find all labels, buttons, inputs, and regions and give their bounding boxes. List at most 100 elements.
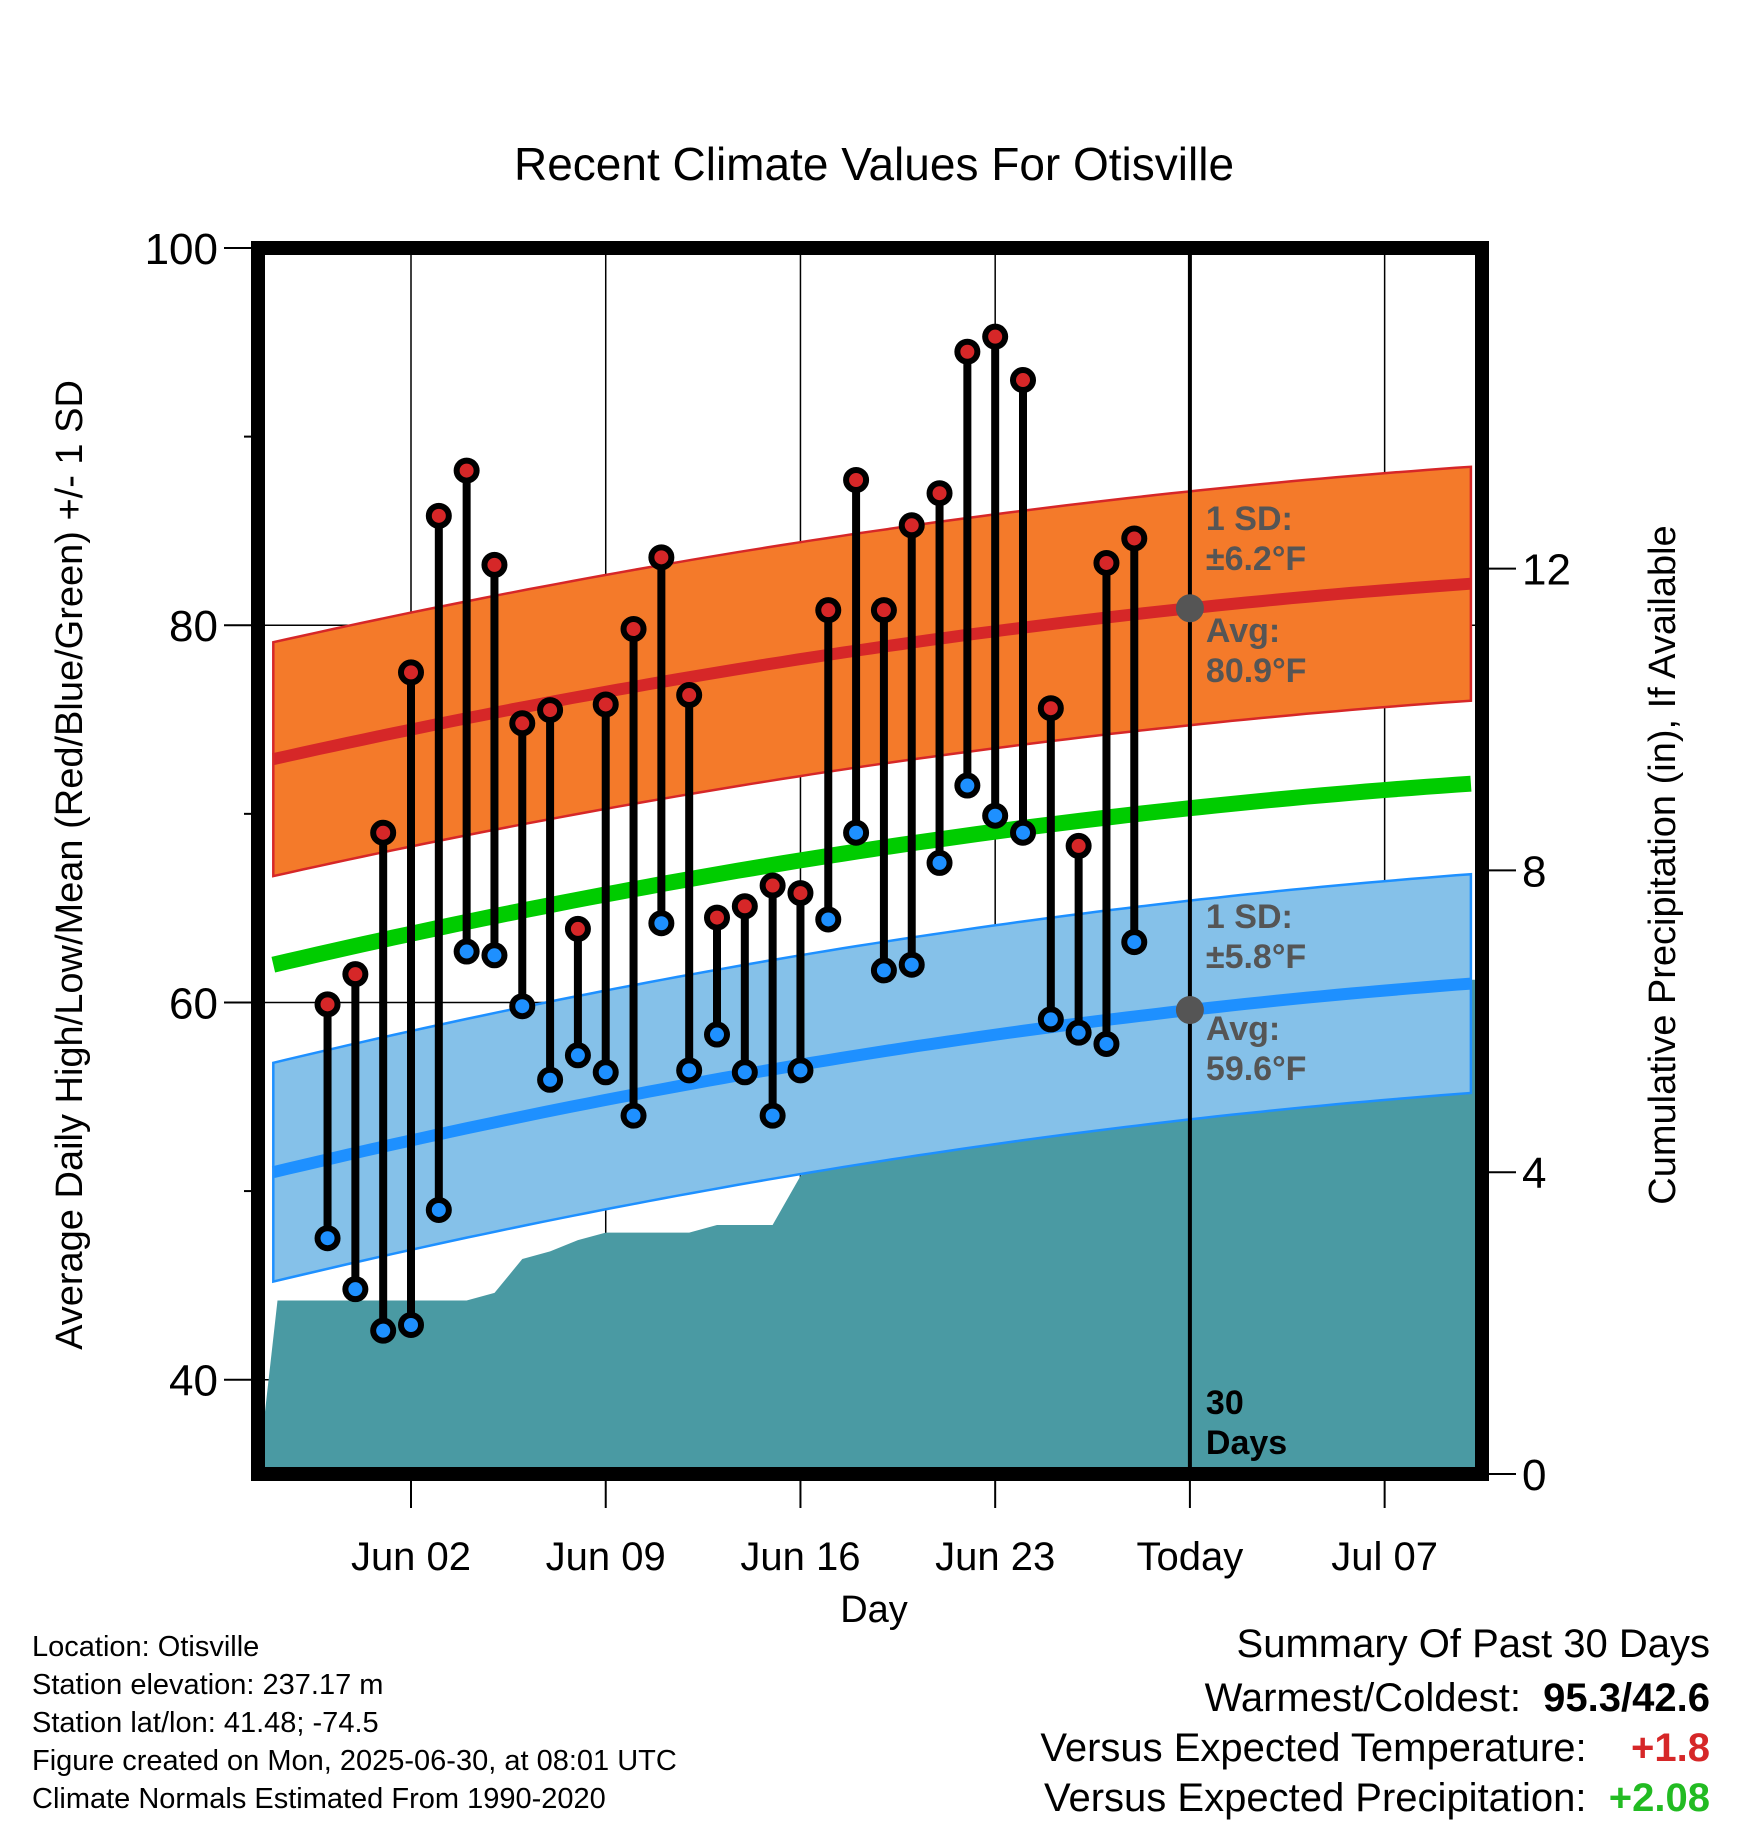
daily-low-point xyxy=(1121,929,1148,956)
normals-text: Climate Normals Estimated From 1990-2020 xyxy=(32,1783,606,1815)
days-annotation-line: 30 xyxy=(1206,1384,1244,1422)
daily-high-point xyxy=(1010,367,1036,394)
daily-low-point xyxy=(453,938,480,965)
daily-low-point xyxy=(676,1057,703,1084)
daily-high-point xyxy=(370,819,397,846)
high-sd-annotation: 1 SD: ±6.2°F xyxy=(1206,500,1306,578)
location-text: Location: Otisville xyxy=(32,1631,260,1663)
daily-low-point xyxy=(1037,1006,1064,1033)
high-sd-annotation-line: ±6.2°F xyxy=(1206,540,1306,578)
daily-low-point xyxy=(954,772,981,799)
summary-temp-row: Versus Expected Temperature: +1.8 xyxy=(1040,1726,1710,1771)
daily-high-point xyxy=(620,616,647,643)
temp-diff-label: Versus Expected Temperature: xyxy=(1040,1726,1587,1770)
y-tick-label: 40 xyxy=(169,1357,218,1406)
daily-high-point xyxy=(1121,525,1148,552)
elevation-text: Station elevation: 237.17 m xyxy=(32,1669,384,1701)
daily-low-point xyxy=(370,1317,397,1344)
daily-low-point xyxy=(731,1059,758,1086)
plot-frame xyxy=(251,241,1489,1481)
summary-heading: Summary Of Past 30 Days xyxy=(1236,1622,1710,1666)
daily-low-point xyxy=(1010,819,1036,846)
daily-low-point xyxy=(592,1059,619,1086)
x-tick-label: Jun 23 xyxy=(935,1535,1055,1579)
high-avg-annotation-line: Avg: xyxy=(1206,612,1280,650)
normal-mean-line xyxy=(271,775,1472,973)
daily-low-point xyxy=(815,906,842,933)
y2-tick-label: 0 xyxy=(1522,1451,1546,1500)
daily-high-point xyxy=(398,659,424,686)
daily-low-point xyxy=(1065,1019,1092,1046)
precip-diff-value: +2.08 xyxy=(1608,1776,1710,1820)
normal-low-line xyxy=(271,977,1472,1179)
x-tick-label: Jun 09 xyxy=(546,1535,666,1579)
chart-title: Recent Climate Values For Otisville xyxy=(514,138,1234,190)
daily-high-point xyxy=(453,457,480,484)
daily-high-point xyxy=(759,872,786,899)
daily-high-point xyxy=(564,915,591,942)
daily-low-point xyxy=(898,951,925,978)
summary-warmest-row: Warmest/Coldest: 95.3/42.6 xyxy=(1205,1676,1710,1721)
y2-tick-label: 4 xyxy=(1522,1149,1546,1198)
daily-low-point xyxy=(926,849,953,876)
today-low-avg-marker xyxy=(1175,996,1204,1025)
days-annotation: 30 Days xyxy=(1206,1384,1287,1462)
daily-high-point xyxy=(676,682,703,709)
daily-low-point xyxy=(759,1102,786,1129)
high-sd-annotation-line: 1 SD: xyxy=(1206,500,1293,538)
daily-high-point xyxy=(870,597,897,624)
daily-low-point xyxy=(1093,1030,1120,1057)
daily-high-point xyxy=(314,991,341,1018)
daily-high-point xyxy=(648,544,675,571)
y-tick-label: 80 xyxy=(169,602,218,651)
daily-low-point xyxy=(982,802,1009,829)
y-tick-label: 100 xyxy=(145,225,218,274)
daily-low-point xyxy=(564,1042,591,1069)
daily-high-point xyxy=(1093,549,1120,576)
today-high-avg-marker xyxy=(1175,594,1204,623)
low-sd-annotation-line: ±5.8°F xyxy=(1206,938,1306,976)
temp-diff-value: +1.8 xyxy=(1631,1726,1710,1770)
daily-high-point xyxy=(731,893,758,920)
low-avg-annotation-line: Avg: xyxy=(1206,1010,1280,1048)
y2-tick-label: 12 xyxy=(1522,546,1571,595)
daily-low-point xyxy=(314,1225,341,1252)
daily-low-point xyxy=(704,1021,730,1048)
low-sd-annotation: 1 SD: ±5.8°F xyxy=(1206,898,1306,976)
warmest-value: 95.3/42.6 xyxy=(1543,1676,1710,1720)
daily-low-point xyxy=(870,957,897,984)
y2-tick-label: 8 xyxy=(1522,847,1546,896)
daily-high-point xyxy=(425,502,452,529)
daily-high-point xyxy=(926,480,953,507)
daily-high-point xyxy=(509,710,536,737)
low-sd-annotation-line: 1 SD: xyxy=(1206,898,1293,936)
daily-low-point xyxy=(537,1066,564,1093)
daily-high-point xyxy=(982,323,1009,350)
daily-low-point xyxy=(648,910,675,937)
created-text: Figure created on Mon, 2025-06-30, at 08… xyxy=(32,1745,677,1777)
daily-high-point xyxy=(1037,695,1064,722)
high-avg-annotation: Avg: 80.9°F xyxy=(1206,612,1307,690)
daily-high-point xyxy=(592,691,619,718)
low-avg-annotation-line: 59.6°F xyxy=(1206,1050,1307,1088)
warmest-label: Warmest/Coldest: xyxy=(1204,1676,1521,1720)
daily-high-point xyxy=(954,338,981,365)
y2-axis-label: Cumulative Precipitation (in), If Availa… xyxy=(1642,525,1684,1204)
info-block: Location: Otisville Station elevation: 2… xyxy=(32,1628,677,1818)
low-sd-band xyxy=(272,872,1473,1284)
y-tick-label: 60 xyxy=(169,979,218,1028)
daily-low-point xyxy=(342,1276,369,1303)
high-avg-annotation-line: 80.9°F xyxy=(1206,652,1307,690)
latlon-text: Station lat/lon: 41.48; -74.5 xyxy=(32,1707,379,1739)
daily-low-point xyxy=(787,1057,814,1084)
x-tick-label: Jun 02 xyxy=(351,1535,471,1579)
daily-low-point xyxy=(509,993,536,1020)
x-tick-label: Today xyxy=(1137,1535,1244,1579)
low-avg-annotation: Avg: 59.6°F xyxy=(1206,1010,1307,1088)
normal-high-line xyxy=(272,577,1472,765)
y-axis-label: Average Daily High/Low/Mean (Red/Blue/Gr… xyxy=(49,380,91,1350)
daily-high-point xyxy=(704,904,730,931)
x-axis-label: Day xyxy=(840,1589,908,1631)
